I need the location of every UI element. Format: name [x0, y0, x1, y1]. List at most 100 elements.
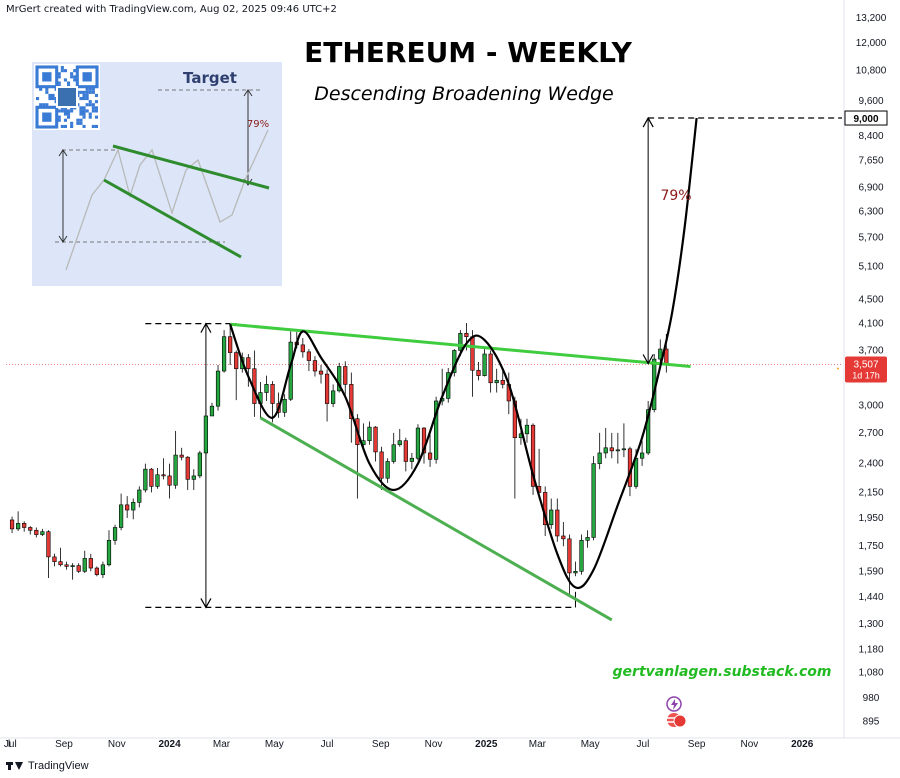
candle-body: [9, 519, 15, 530]
time-tick-label[interactable]: Nov: [425, 739, 443, 750]
qr-module: [73, 75, 77, 79]
chart-subtitle: Descending Broadening Wedge: [314, 83, 614, 105]
time-tick-label[interactable]: May: [265, 739, 284, 750]
qr-module: [57, 81, 61, 85]
candle-body: [664, 348, 669, 365]
time-tick-partial[interactable]: l: [8, 739, 10, 750]
candle-body: [621, 448, 627, 451]
time-tick-label[interactable]: 2026: [791, 739, 814, 750]
price-tick-label[interactable]: 1,080: [858, 667, 883, 678]
qr-module: [57, 109, 61, 113]
time-tick-label[interactable]: Mar: [213, 739, 231, 750]
price-tick-label[interactable]: 4,100: [858, 319, 883, 330]
qr-module: [82, 90, 86, 94]
candle-body: [470, 336, 475, 371]
candle-body: [476, 369, 481, 376]
time-tick-label[interactable]: Nov: [741, 739, 759, 750]
price-tick-label[interactable]: 4,500: [858, 294, 883, 305]
candle-body: [549, 509, 554, 526]
time-tick-label[interactable]: 2024: [158, 739, 181, 750]
qr-module: [88, 103, 92, 107]
qr-module: [91, 106, 95, 110]
price-tick-label[interactable]: 5,100: [858, 262, 883, 273]
time-tick-label[interactable]: Jul: [4, 739, 17, 750]
candle-body: [530, 424, 536, 487]
qr-finder-inner: [42, 72, 52, 82]
price-tick-label[interactable]: 1,180: [858, 644, 883, 655]
qr-module: [88, 112, 92, 116]
current-price-badge[interactable]: [845, 356, 887, 383]
inset-percent-label: 79%: [247, 119, 269, 130]
candle-body: [464, 333, 469, 337]
price-tick-label[interactable]: 1,750: [858, 541, 883, 552]
price-axis[interactable]: 13,200 12,000 10,800 9,600 8,400 7,650 6,900 6,…: [837, 0, 888, 738]
price-tick-label[interactable]: 2,700: [858, 428, 883, 439]
price-tick-label[interactable]: 6,900: [858, 182, 883, 193]
price-tick-label[interactable]: 895: [863, 717, 880, 728]
candle-body: [524, 424, 530, 435]
price-tick-label[interactable]: 8,400: [858, 131, 883, 142]
price-tick-label[interactable]: 2,150: [858, 487, 883, 498]
candle-body: [64, 564, 69, 567]
candle-body: [415, 427, 421, 459]
target-price-badge[interactable]: [844, 110, 888, 126]
qr-module: [36, 97, 40, 101]
qr-module: [85, 93, 89, 97]
candle-body: [149, 468, 154, 487]
inset-schematic: Target 79%: [32, 62, 282, 286]
time-tick-label[interactable]: Sep: [55, 739, 73, 750]
time-tick-label[interactable]: May: [581, 739, 600, 750]
live-dot: [837, 367, 839, 370]
price-tick-label[interactable]: 13,200: [856, 13, 887, 24]
qr-module: [85, 103, 89, 107]
qr-module: [79, 90, 83, 94]
candle-body: [615, 449, 620, 452]
time-tick-label[interactable]: 2025: [475, 739, 498, 750]
price-tick-label[interactable]: 12,000: [856, 38, 887, 49]
watermark-url[interactable]: gertvanlagen.substack.com: [613, 664, 832, 680]
candle-body: [16, 523, 21, 530]
price-tick-label[interactable]: 1,300: [858, 619, 883, 630]
qr-module: [79, 121, 83, 125]
price-tick-label[interactable]: 7,650: [858, 156, 883, 167]
price-tick-label[interactable]: 5,700: [858, 232, 883, 243]
time-tick-label[interactable]: Sep: [688, 739, 706, 750]
qr-module: [42, 103, 46, 107]
time-tick-label[interactable]: Sep: [372, 739, 390, 750]
time-tick-label[interactable]: Jul: [321, 739, 334, 750]
qr-module: [51, 97, 55, 101]
qr-module: [51, 93, 55, 97]
candle-body: [137, 489, 142, 503]
price-tick-label[interactable]: 980: [863, 693, 880, 704]
candle-body: [46, 531, 51, 558]
price-tick-label[interactable]: 9,600: [858, 96, 883, 107]
qr-module: [94, 115, 98, 119]
candle-body: [494, 380, 499, 384]
price-tick-label[interactable]: 3,700: [858, 345, 883, 356]
candle-body: [597, 452, 602, 464]
time-tick-label[interactable]: Mar: [529, 739, 547, 750]
candle-body: [427, 452, 433, 460]
footer-brand[interactable]: TradingView: [6, 760, 89, 772]
candle-body: [567, 538, 572, 574]
time-tick-label[interactable]: Nov: [108, 739, 126, 750]
price-tick-label[interactable]: 3,000: [858, 400, 883, 411]
event-icons[interactable]: [666, 696, 687, 728]
price-tick-label[interactable]: 6,300: [858, 206, 883, 217]
time-tick-label[interactable]: Jul: [637, 739, 650, 750]
candle-body: [215, 370, 221, 407]
qr-module: [57, 118, 61, 122]
time-axis[interactable]: Jul Sep Nov 2024 Mar May Jul Sep Nov 2025 Mar May Ju…: [0, 737, 900, 750]
candle-body: [106, 540, 112, 566]
price-tick-label[interactable]: 1,440: [858, 592, 883, 603]
candle-body: [70, 565, 75, 567]
price-tick-label[interactable]: 2,400: [858, 459, 883, 470]
price-tick-label[interactable]: 1,590: [858, 566, 883, 577]
candle-body: [246, 357, 251, 370]
qr-module: [70, 72, 74, 76]
qr-module: [60, 124, 64, 128]
price-tick-label[interactable]: 10,800: [856, 65, 887, 76]
price-tick-label[interactable]: 1,950: [858, 513, 883, 524]
lower-trendline: [259, 416, 613, 622]
us-flag-event-icon-2[interactable]: [673, 714, 687, 728]
